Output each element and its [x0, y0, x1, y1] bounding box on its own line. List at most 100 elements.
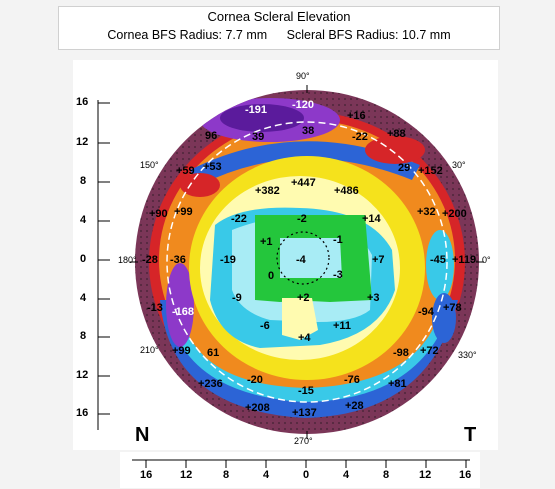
elevation-value: +90: [149, 208, 168, 220]
meridian-label: 300°: [386, 415, 405, 425]
elevation-value: +32: [417, 206, 436, 218]
elevation-value: +137: [292, 407, 317, 419]
elevation-value: -28: [142, 254, 158, 266]
y-tick-label: 4: [80, 292, 87, 304]
elevation-value: -22: [231, 213, 247, 225]
x-tick-label: 8: [383, 469, 390, 481]
elevation-value: +99: [174, 206, 193, 218]
temporal-label: T: [464, 424, 477, 446]
elevation-value: -15: [298, 385, 314, 397]
meridian-label: 240°: [204, 410, 223, 420]
elevation-value: -6: [260, 320, 270, 332]
map-title: Cornea Scleral Elevation: [207, 9, 351, 24]
elevation-value: +99: [172, 345, 191, 357]
elevation-value: -120: [292, 99, 315, 111]
elevation-value: -98: [393, 347, 409, 359]
y-tick-label: 12: [76, 369, 89, 381]
elevation-value: +119: [452, 254, 477, 266]
elevation-value: -20: [247, 374, 263, 386]
elevation-value: +200: [442, 208, 467, 220]
x-tick-label: 4: [263, 469, 270, 481]
elevation-value: +78: [443, 302, 462, 314]
elevation-value: 39: [252, 131, 265, 143]
meridian-ticks: [130, 85, 484, 439]
elevation-value: +4: [298, 332, 311, 344]
elevation-value: -3: [333, 269, 343, 281]
x-tick-label: 0: [303, 469, 310, 481]
x-tick-label: 12: [180, 469, 193, 481]
elevation-value: +2: [297, 292, 310, 304]
elevation-value: 29: [398, 162, 411, 174]
elevation-value: +53: [203, 161, 222, 173]
scleral-bfs-radius: Scleral BFS Radius: 10.7 mm: [286, 28, 451, 42]
y-tick-label: 16: [76, 407, 89, 419]
nasal-label: N: [135, 424, 150, 446]
elevation-value: +28: [345, 400, 364, 412]
meridian-label: 150°: [140, 160, 159, 170]
x-tick-label: 16: [140, 469, 153, 481]
elevation-value: +1: [260, 236, 273, 248]
x-axis: 16 12 8 4 0 4 8 12 16: [120, 452, 480, 488]
meridian-label: 270°: [294, 436, 313, 446]
elevation-value: +3: [367, 292, 380, 304]
elevation-value: -4: [296, 254, 306, 266]
elevation-value: -1: [333, 234, 343, 246]
meridian-label: 60°: [386, 93, 400, 103]
x-axis-ticks: [132, 459, 470, 468]
elevation-value: -9: [232, 292, 242, 304]
meridian-label: 210°: [140, 345, 159, 355]
bfs-radius-line: Cornea BFS Radius: 7.7 mm Scleral BFS Ra…: [59, 28, 499, 42]
elevation-value: -36: [170, 254, 186, 266]
elevation-value: +236: [198, 378, 223, 390]
y-axis-ticks: [97, 100, 110, 430]
meridian-label: 180°: [118, 255, 137, 265]
y-tick-label: 0: [80, 253, 87, 265]
meridian-label: 120°: [204, 95, 223, 105]
x-tick-label: 4: [343, 469, 350, 481]
elevation-value: -13: [147, 302, 163, 314]
elevation-value: -2: [297, 213, 307, 225]
elevation-value: +16: [347, 110, 366, 122]
elevation-value: -19: [220, 254, 236, 266]
elevation-value: +81: [388, 378, 407, 390]
elevation-value: +88: [387, 128, 406, 140]
y-tick-label: 4: [80, 214, 87, 226]
meridian-label: 90°: [296, 71, 310, 81]
elevation-value: -94: [418, 306, 434, 318]
elevation-value: 61: [207, 347, 220, 359]
cornea-bfs-radius: Cornea BFS Radius: 7.7 mm: [107, 28, 268, 42]
elevation-value: +7: [372, 254, 385, 266]
elevation-value: +486: [334, 185, 359, 197]
elevation-value: +14: [362, 213, 381, 225]
elevation-value: +447: [291, 177, 316, 189]
elevation-value: +11: [333, 320, 352, 332]
meridian-label: 330°: [458, 350, 477, 360]
elevation-value: +72: [420, 345, 439, 357]
elevation-value: +208: [245, 402, 270, 414]
elevation-value: +152: [418, 165, 443, 177]
y-tick-label: 12: [76, 136, 89, 148]
elevation-value: +59: [176, 165, 195, 177]
pupil-circle: [276, 231, 330, 285]
elevation-value: 96: [205, 130, 218, 142]
elevation-value: -22: [352, 131, 368, 143]
y-tick-label: 8: [80, 330, 87, 342]
elevation-value: -191: [245, 104, 268, 116]
y-tick-label: 8: [80, 175, 87, 187]
y-tick-label: 16: [76, 96, 89, 108]
header-box: Cornea Scleral Elevation Cornea BFS Radi…: [58, 6, 500, 50]
meridian-label: 30°: [452, 160, 466, 170]
x-tick-label: 16: [459, 469, 472, 481]
elevation-value: -45: [430, 254, 446, 266]
x-tick-label: 12: [419, 469, 432, 481]
x-tick-label: 8: [223, 469, 230, 481]
elevation-value: -76: [344, 374, 360, 386]
elevation-value: 38: [302, 125, 315, 137]
meridian-label: 0°: [482, 255, 491, 265]
elevation-value: -168: [172, 306, 195, 318]
color-zones: [135, 90, 479, 434]
elevation-value: 0: [268, 270, 275, 282]
elevation-value: +382: [255, 185, 280, 197]
